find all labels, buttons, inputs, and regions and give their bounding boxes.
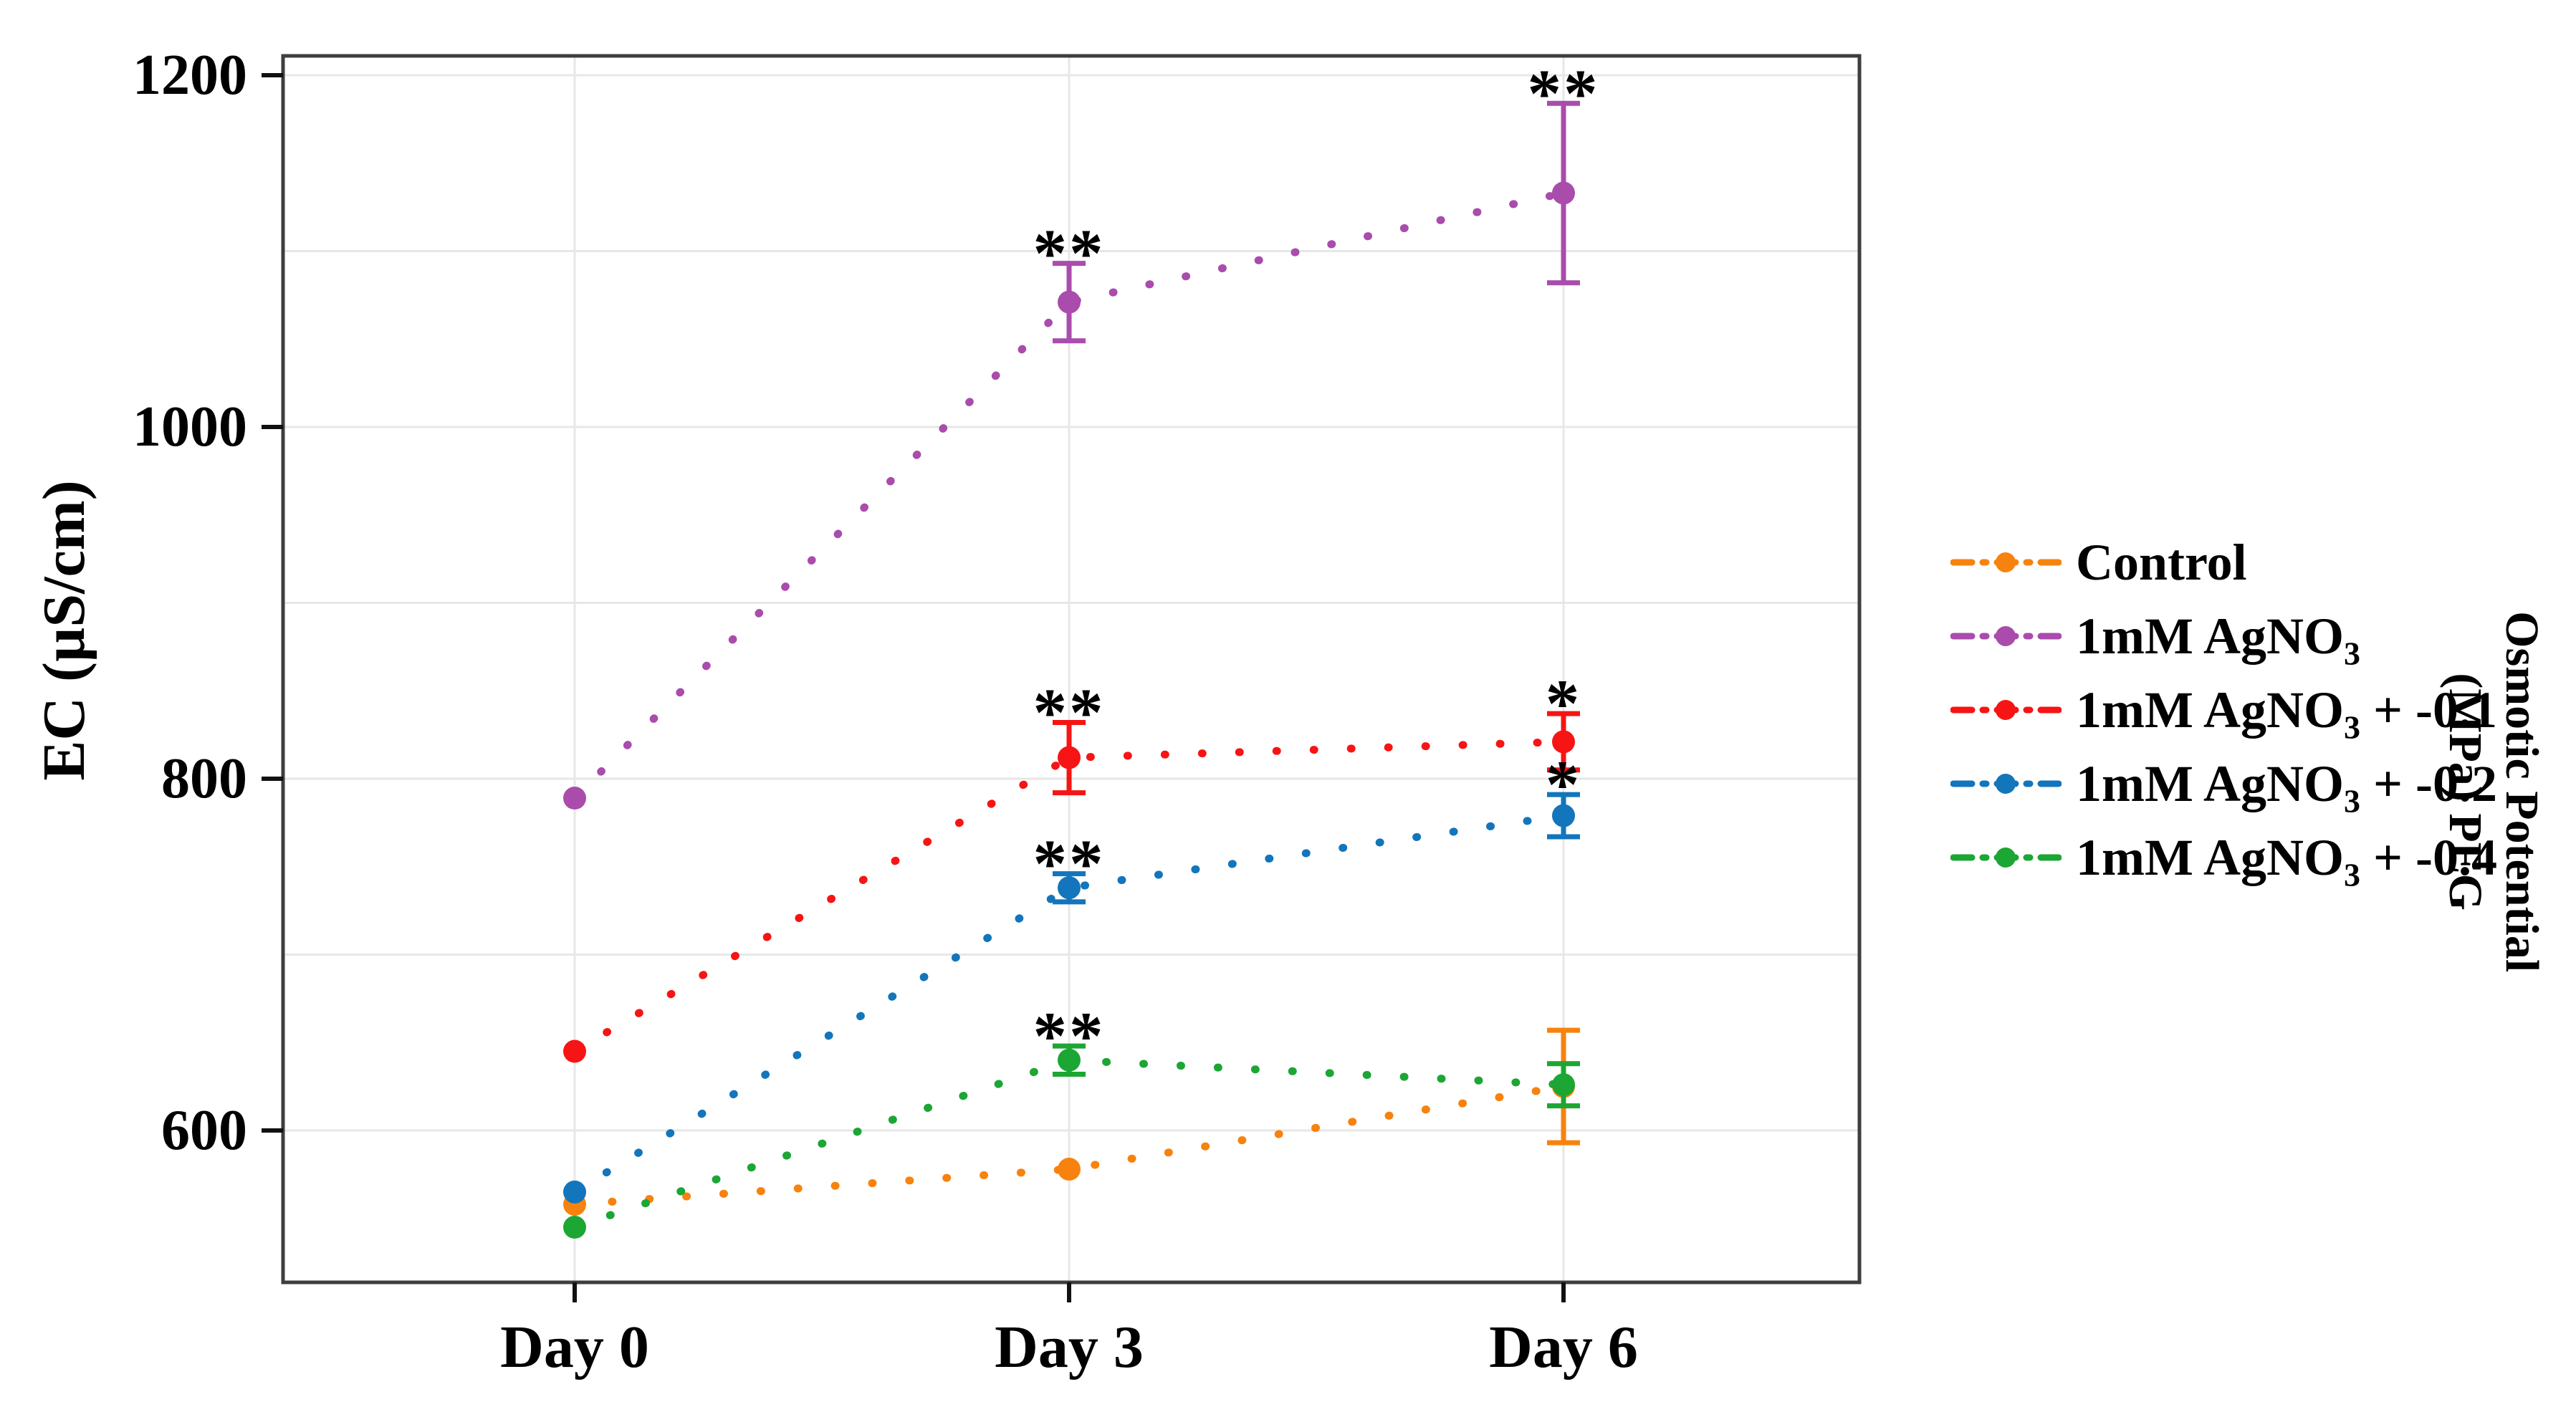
legend-label-agno3-peg-0-4: 1mM AgNO3 + -0.4 — [2076, 828, 2497, 893]
series-agno3: ** ** — [563, 55, 1600, 810]
series-agno3-peg-0-1-point-0 — [563, 1039, 586, 1063]
series-agno3-peg-0-4-point-2 — [1552, 1073, 1575, 1097]
y-axis-title: EC (µS/cm) — [31, 480, 97, 781]
y-tick-label-600: 600 — [161, 1099, 247, 1162]
legend-item-agno3-peg-0-1: 1mM AgNO3 + -0.1 — [1950, 681, 2497, 745]
legend-label-agno3-peg-0-2: 1mM AgNO3 + -0.2 — [2076, 754, 2497, 819]
x-tick-label-day-6: Day 6 — [1489, 1314, 1638, 1380]
legend-item-agno3-peg-0-2: 1mM AgNO3 + -0.2 — [1950, 754, 2497, 819]
series-agno3-peg-0-2-point-1 — [1058, 876, 1081, 900]
significance-agno3-peg-0-1-2: * — [1546, 666, 1582, 741]
series-agno3-peg-0-2: *** — [563, 746, 1582, 1204]
series-agno3-peg-0-2-point-2 — [1552, 804, 1575, 827]
series-agno3-peg-0-2-point-0 — [563, 1180, 586, 1204]
legend-label-agno3: 1mM AgNO3 — [2076, 607, 2360, 671]
y-tick-label-1000: 1000 — [133, 395, 247, 458]
x-tick-label-day-3: Day 3 — [995, 1314, 1144, 1380]
series-agno3-point-0 — [563, 787, 586, 810]
series-agno3-peg-0-4-point-1 — [1058, 1048, 1081, 1072]
x-tick-label-day-0: Day 0 — [500, 1314, 649, 1380]
series-agno3-point-2 — [1552, 181, 1575, 205]
legend-label-agno3-peg-0-1: 1mM AgNO3 + -0.1 — [2076, 681, 2497, 745]
significance-agno3-peg-0-4-1: ** — [1033, 998, 1106, 1074]
legend-label-agno3-subscript: 3 — [2343, 634, 2360, 671]
legend-label-control: Control — [2076, 533, 2247, 591]
series-agno3-peg-0-1: ** * — [563, 666, 1582, 1063]
legend-label-agno3-peg-0-2-subscript: 3 — [2343, 782, 2360, 819]
legend-item-agno3-peg-0-4: 1mM AgNO3 + -0.4 — [1950, 828, 2497, 893]
right-axis-label-line2: (MPa) PEG — [2439, 673, 2491, 911]
series-agno3-peg-0-4-point-0 — [563, 1216, 586, 1239]
series-agno3-peg-0-4: ** — [563, 998, 1580, 1239]
series-agno3-peg-0-1-point-2 — [1552, 730, 1575, 754]
series-agno3-peg-0-1-point-1 — [1058, 746, 1081, 769]
significance-agno3-peg-0-1-1: ** — [1033, 674, 1106, 750]
y-tick-label-1200: 1200 — [133, 44, 247, 107]
legend-item-agno3: 1mM AgNO3 — [1950, 607, 2360, 671]
legend-label-agno3-peg-0-1-subscript: 3 — [2343, 708, 2360, 745]
legend-label-agno3-peg-0-4-subscript: 3 — [2343, 855, 2360, 893]
legend-marker-agno3-peg-0-1-icon — [1950, 700, 2062, 720]
significance-agno3-1: ** — [1033, 216, 1106, 292]
series-agno3-point-1 — [1058, 290, 1081, 314]
series-control-point-1 — [1058, 1158, 1081, 1181]
significance-agno3-peg-0-2-2: * — [1546, 746, 1582, 822]
legend-marker-agno3-icon — [1950, 626, 2062, 646]
legend-marker-control-icon — [1950, 552, 2062, 572]
right-axis-label: Osmotic Potential (MPa) PEG — [2437, 519, 2550, 1064]
legend-item-control: Control — [1950, 534, 2247, 591]
y-tick-label-800: 800 — [161, 747, 247, 810]
right-axis-label-line1: Osmotic Potential — [2496, 611, 2549, 973]
legend-marker-agno3-peg-0-2-icon — [1950, 774, 2062, 794]
significance-agno3-peg-0-2-1: ** — [1033, 826, 1106, 902]
significance-agno3-2: ** — [1528, 55, 1600, 131]
legend-marker-agno3-peg-0-4-icon — [1950, 847, 2062, 868]
